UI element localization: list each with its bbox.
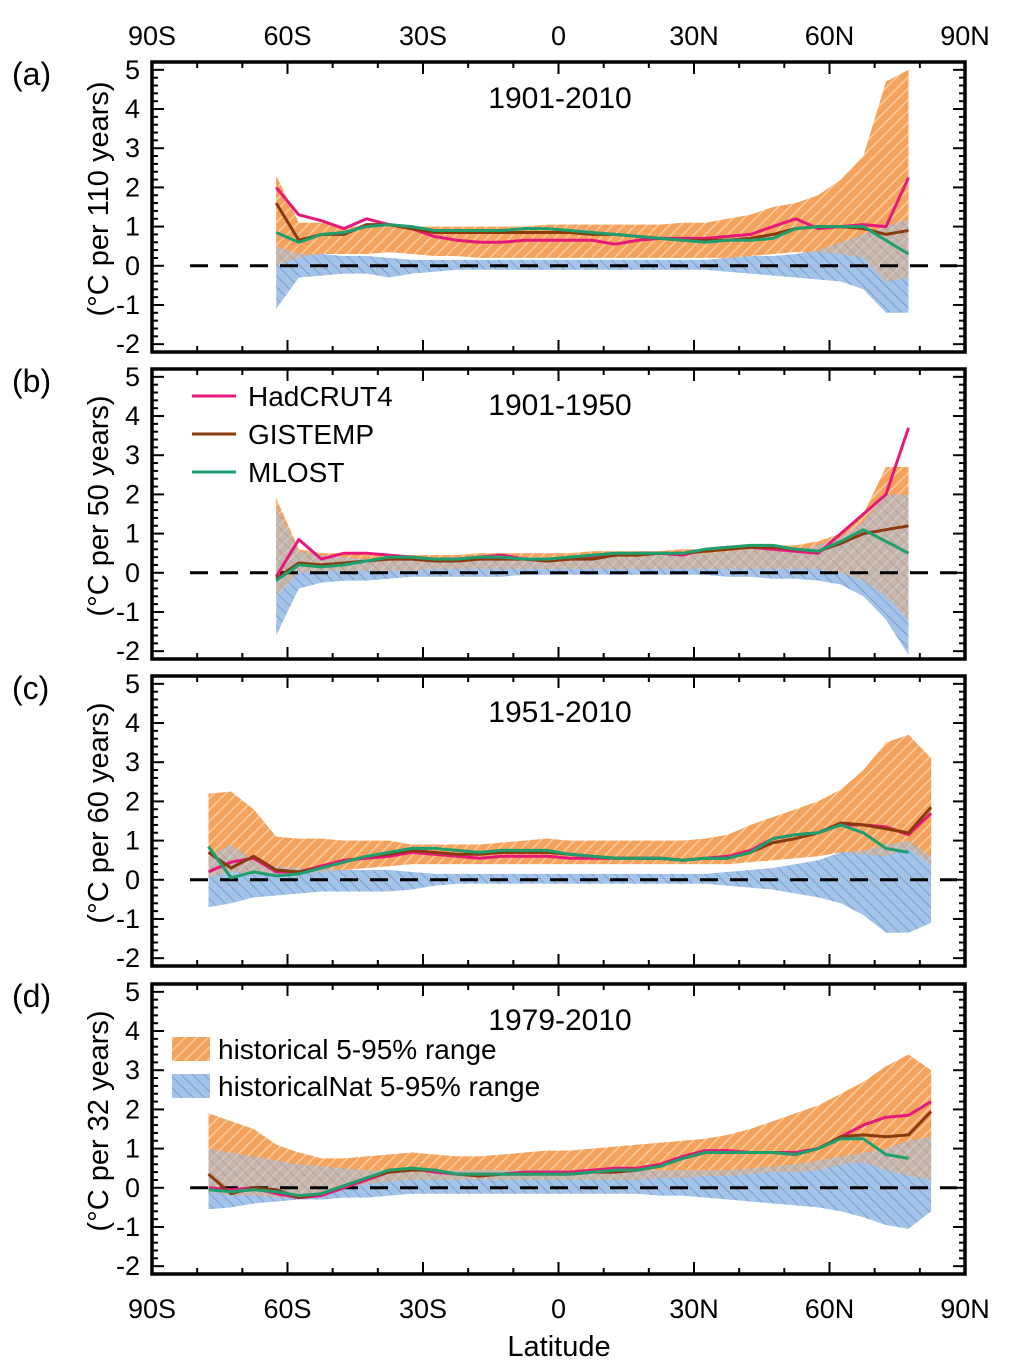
panel-c: 5 4 3 2 1 0 -1 -2(°C per 60 years) (c) 1951-2010 (12, 669, 967, 973)
y-axis-title: (°C per 50 years) (83, 395, 115, 616)
y-tick-label: 4 (125, 401, 140, 431)
bottom-axis-tick-label: 60N (805, 1294, 855, 1324)
panel-title: 1951-2010 (488, 696, 631, 729)
top-axis-tick-label: 90S (128, 21, 176, 51)
y-tick-label: 4 (125, 708, 140, 738)
series-line-mlost (275, 528, 910, 582)
legend-label: historical 5-95% range (218, 1034, 497, 1065)
y-tick-label: 1 (125, 826, 140, 856)
legend-swatch-historical-fill (172, 1037, 210, 1061)
y-axis-title: (°C per 110 years) (83, 81, 115, 316)
range-legend: historical 5-95% range historicalNat 5-95… (172, 1034, 540, 1102)
bottom-axis-tick-label: 30S (399, 1294, 447, 1324)
panel-label: (d) (12, 978, 51, 1014)
y-tick-label: 2 (125, 172, 140, 202)
legend-label: MLOST (248, 457, 344, 488)
y-tick-label: 1 (125, 519, 140, 549)
y-tick-label: 2 (125, 1094, 140, 1124)
x-axis-title: Latitude (507, 1331, 610, 1363)
y-tick-label: 3 (125, 1055, 140, 1085)
panel-b: 5 4 3 2 1 0 -1 -2(°C per 50 years) (b) 1901-1950 (12, 362, 967, 666)
y-tick-label: 2 (125, 786, 140, 816)
y-tick-label: 2 (125, 479, 140, 509)
panel-a: 5 4 3 2 1 0 -1 -2(°C per 110 years) (a) 1901-2010 (12, 55, 967, 359)
y-tick-label: 4 (125, 1016, 140, 1046)
bottom-axis-tick-label: 60S (263, 1294, 311, 1324)
y-tick-label: -1 (116, 904, 140, 934)
y-tick-label: 5 (125, 55, 140, 85)
y-tick-label: -1 (116, 1212, 140, 1242)
historical-range-overlay (276, 69, 909, 282)
top-axis-tick-label: 30S (399, 21, 447, 51)
historicalnat-range-band (208, 1136, 932, 1229)
panel-label: (b) (12, 363, 51, 399)
top-axis-tick-label: 0 (551, 21, 566, 51)
panel-label: (c) (12, 670, 49, 706)
y-tick-label: 5 (125, 977, 140, 1007)
bottom-axis-tick-label: 90N (940, 1294, 990, 1324)
top-axis-tick-label: 30N (669, 21, 719, 51)
bottom-axis-tick-label: 30N (669, 1294, 719, 1324)
historical-range-overlay (276, 467, 909, 620)
y-tick-label: 1 (125, 1134, 140, 1164)
y-tick-label: 0 (125, 1173, 140, 1203)
y-tick-label: -2 (116, 943, 140, 973)
panel-title: 1901-2010 (488, 82, 631, 115)
series-line-mlost (207, 823, 909, 880)
series-line-mlost (275, 223, 910, 256)
bottom-axis-tick-label: 0 (551, 1294, 566, 1324)
panel-title: 1901-1950 (488, 389, 631, 422)
y-tick-label: 3 (125, 133, 140, 163)
legend-swatch-historicalnat-fill (172, 1074, 210, 1098)
y-tick-label: 0 (125, 558, 140, 588)
panel-title: 1979-2010 (488, 1004, 631, 1037)
y-tick-label: -2 (116, 329, 140, 359)
y-tick-label: 0 (125, 865, 140, 895)
top-axis-tick-label: 60N (805, 21, 855, 51)
historical-range-overlay (208, 1054, 932, 1198)
bottom-axis-tick-label: 90S (128, 1294, 176, 1324)
y-tick-label: -1 (116, 597, 140, 627)
plot-area (190, 427, 957, 656)
plot-area (190, 69, 957, 313)
panel-label: (a) (12, 56, 51, 92)
y-tick-label: 1 (125, 212, 140, 242)
series-line-hadcrut4 (274, 427, 910, 578)
legend-label: historicalNat 5-95% range (218, 1071, 540, 1102)
y-axis-title: (°C per 60 years) (83, 702, 115, 923)
panel-d: 5 4 3 2 1 0 -1 -2(°C per 32 years) (d) 1979-2010 (12, 977, 967, 1281)
top-axis-tick-label: 90N (940, 21, 990, 51)
plot-area (190, 1054, 957, 1229)
y-axis-title: (°C per 32 years) (83, 1010, 115, 1231)
y-tick-label: 0 (125, 251, 140, 281)
legend-label: HadCRUT4 (248, 381, 393, 412)
y-tick-label: 4 (125, 94, 140, 124)
top-axis-tick-label: 60S (263, 21, 311, 51)
y-tick-label: -2 (116, 636, 140, 666)
legend-label: GISTEMP (248, 419, 374, 450)
y-tick-label: -2 (116, 1251, 140, 1281)
series-line-mlost (208, 1137, 909, 1198)
y-tick-label: -1 (116, 290, 140, 320)
y-tick-label: 5 (125, 669, 140, 699)
historicalnat-range-band (276, 494, 909, 656)
plot-area (190, 734, 957, 933)
dataset-legend: HadCRUT4 GISTEMP MLOST (192, 381, 393, 488)
bottom-latitude-axis: 90S 60S 30S 0 30N 60N 90N (128, 1294, 990, 1324)
y-tick-label: 5 (125, 362, 140, 392)
historical-range-overlay (208, 734, 932, 878)
top-latitude-axis: 90S 60S 30S 0 30N 60N 90N (128, 21, 990, 51)
series-line-hadcrut4 (275, 176, 910, 246)
historicalnat-range-band (208, 840, 932, 933)
y-tick-label: 3 (125, 747, 140, 777)
y-tick-label: 3 (125, 440, 140, 470)
